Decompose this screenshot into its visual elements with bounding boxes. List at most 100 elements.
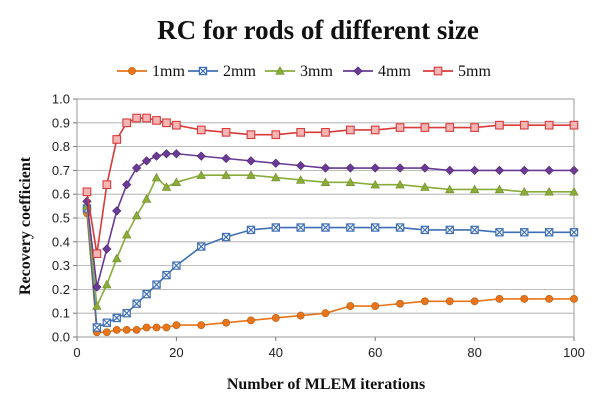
data-point <box>102 244 112 254</box>
series-line <box>86 208 574 329</box>
data-point <box>271 130 281 140</box>
series-4mm <box>82 149 579 292</box>
data-point <box>142 113 151 123</box>
legend-marker <box>128 67 136 75</box>
data-point <box>520 228 529 237</box>
data-point <box>445 123 455 132</box>
series-line <box>86 174 574 310</box>
legend-label: 4mm <box>378 63 411 80</box>
data-point <box>102 328 111 337</box>
data-point <box>151 172 162 182</box>
legend-item-5mm: 5mm <box>423 63 491 80</box>
y-tick-label: 0.8 <box>52 139 70 154</box>
data-point <box>152 323 161 332</box>
data-point <box>152 280 161 289</box>
data-point <box>141 194 152 203</box>
series-3mm <box>82 170 579 310</box>
data-point <box>92 323 102 332</box>
data-point <box>132 325 141 334</box>
data-point <box>222 318 230 327</box>
y-tick-label: 0.1 <box>52 306 70 321</box>
data-point <box>520 295 529 303</box>
data-point <box>132 163 142 173</box>
data-point <box>469 184 480 194</box>
data-point <box>221 153 231 164</box>
data-point <box>132 299 141 308</box>
data-point <box>246 170 256 179</box>
data-point <box>296 127 306 137</box>
legend-label: 5mm <box>458 63 491 80</box>
data-point <box>545 295 554 303</box>
legend-item-3mm: 3mm <box>265 63 333 80</box>
data-point <box>246 130 256 140</box>
x-tick-label: 40 <box>269 345 283 360</box>
y-tick-label: 0.4 <box>52 234 70 249</box>
data-point <box>420 297 429 306</box>
data-point <box>151 151 162 161</box>
data-point <box>544 165 554 176</box>
data-point <box>569 228 579 237</box>
legend-marker <box>275 66 285 75</box>
legend-marker <box>198 66 208 76</box>
data-point <box>296 223 305 232</box>
data-point <box>221 127 231 137</box>
data-point <box>172 261 181 270</box>
data-point <box>495 120 504 130</box>
data-point <box>152 116 161 125</box>
data-point <box>445 225 454 235</box>
data-point <box>470 225 479 235</box>
legend-item-2mm: 2mm <box>188 63 256 80</box>
data-point <box>142 323 151 332</box>
x-tick-label: 0 <box>73 345 80 360</box>
data-point <box>346 223 355 232</box>
data-point <box>395 163 405 173</box>
data-point <box>172 321 181 329</box>
data-point <box>346 302 355 310</box>
legend: 1mm 2mm 3mm 4mm 5mm <box>117 63 491 80</box>
y-tick-label: 0.6 <box>52 187 70 202</box>
data-point <box>131 210 142 220</box>
data-point <box>570 295 578 303</box>
y-tick-label: 0.2 <box>52 282 70 297</box>
data-point <box>102 279 112 289</box>
data-point <box>519 165 529 176</box>
data-point <box>112 313 121 323</box>
data-point <box>162 118 171 128</box>
data-point <box>296 311 305 320</box>
y-tick-label: 0.3 <box>52 258 70 273</box>
data-point <box>122 118 132 128</box>
data-point <box>161 149 172 159</box>
data-point <box>112 206 122 216</box>
series-group <box>82 113 579 337</box>
data-point <box>544 228 554 237</box>
data-point <box>519 187 530 196</box>
data-point <box>271 223 281 232</box>
data-point <box>445 165 455 176</box>
data-point <box>519 120 529 130</box>
data-point <box>271 314 280 322</box>
legend-marker <box>353 66 363 76</box>
data-point <box>92 282 102 292</box>
data-point <box>172 120 181 130</box>
data-point <box>171 177 182 186</box>
data-point <box>320 163 331 173</box>
data-point <box>221 232 231 242</box>
data-point <box>122 180 132 190</box>
x-tick-label: 60 <box>368 345 382 360</box>
data-point <box>469 165 480 176</box>
data-point <box>569 165 579 176</box>
data-point <box>395 123 405 132</box>
data-point <box>141 156 152 166</box>
data-point <box>321 309 330 318</box>
data-point <box>371 302 380 310</box>
data-point <box>196 125 206 135</box>
data-point <box>494 184 505 194</box>
data-point <box>370 179 380 189</box>
chart-title: RC for rods of different size <box>157 15 479 45</box>
data-point <box>271 158 281 168</box>
data-point <box>494 165 505 176</box>
data-point <box>345 163 355 173</box>
data-point <box>161 182 172 191</box>
